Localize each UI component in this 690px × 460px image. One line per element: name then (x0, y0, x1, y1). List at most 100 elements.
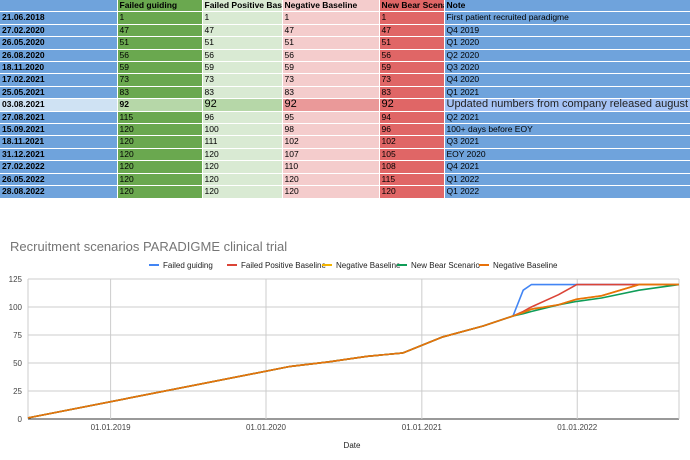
failed-guiding-cell[interactable]: 115 (117, 111, 203, 125)
note-cell[interactable]: Q4 2019 (444, 24, 690, 38)
new-bear-cell[interactable]: 73 (379, 73, 445, 87)
new-bear-cell[interactable]: 51 (379, 36, 445, 50)
legend-label[interactable]: Failed guiding (163, 261, 213, 270)
date-cell[interactable]: 27.08.2021 (0, 111, 118, 125)
table-row[interactable]: 27.02.2020 47 47 47 47 Q4 2019 (0, 24, 690, 38)
note-cell[interactable]: Q3 2021 (444, 135, 690, 149)
date-cell[interactable]: 25.05.2021 (0, 86, 118, 100)
table-row[interactable]: 26.05.2020 51 51 51 51 Q1 2020 (0, 36, 690, 50)
series-line-4[interactable] (27, 283, 679, 419)
table-row[interactable]: 26.05.2022 120 120 120 115 Q1 2022 (0, 173, 690, 187)
table-row[interactable]: 27.02.2022 120 120 110 108 Q4 2021 (0, 160, 690, 174)
failed-positive-cell[interactable]: 73 (202, 73, 283, 87)
date-cell[interactable]: 28.08.2022 (0, 185, 118, 199)
column-header[interactable]: Failed guiding (117, 0, 203, 13)
failed-guiding-cell[interactable]: 120 (117, 173, 203, 187)
failed-guiding-cell[interactable]: 59 (117, 61, 203, 75)
failed-guiding-cell[interactable]: 47 (117, 24, 203, 38)
legend-label[interactable]: Negative Baseline (336, 261, 401, 270)
negative-baseline-cell[interactable]: 107 (282, 148, 380, 162)
negative-baseline-cell[interactable]: 59 (282, 61, 380, 75)
date-cell[interactable]: 26.05.2022 (0, 173, 118, 187)
note-cell[interactable]: Q4 2020 (444, 73, 690, 87)
note-cell[interactable]: Q1 2022 (444, 185, 690, 199)
new-bear-cell[interactable]: 1 (379, 11, 445, 25)
legend-label[interactable]: Failed Positive Baseline (241, 261, 326, 270)
date-cell[interactable]: 18.11.2020 (0, 61, 118, 75)
table-row[interactable]: 17.02.2021 73 73 73 73 Q4 2020 (0, 73, 690, 87)
legend-label[interactable]: New Bear Scenario (411, 261, 480, 270)
note-cell[interactable]: Q1 2022 (444, 173, 690, 187)
table-row[interactable]: 26.08.2020 56 56 56 56 Q2 2020 (0, 49, 690, 63)
date-cell[interactable]: 27.02.2020 (0, 24, 118, 38)
date-cell[interactable]: 17.02.2021 (0, 73, 118, 87)
new-bear-cell[interactable]: 102 (379, 135, 445, 149)
table-row[interactable]: 15.09.2021 120 100 98 96 100+ days before EOY (0, 123, 690, 137)
header-row[interactable]: Failed guiding Failed Positive Basel Negat… (0, 0, 690, 13)
date-cell[interactable]: 26.08.2020 (0, 49, 118, 63)
failed-guiding-cell[interactable]: 120 (117, 160, 203, 174)
failed-guiding-cell[interactable]: 120 (117, 123, 203, 137)
negative-baseline-cell[interactable]: 92 (282, 98, 380, 112)
failed-positive-cell[interactable]: 96 (202, 111, 283, 125)
failed-positive-cell[interactable]: 120 (202, 148, 283, 162)
new-bear-cell[interactable]: 96 (379, 123, 445, 137)
failed-positive-cell[interactable]: 51 (202, 36, 283, 50)
failed-positive-cell[interactable]: 56 (202, 49, 283, 63)
failed-guiding-cell[interactable]: 120 (117, 135, 203, 149)
new-bear-cell[interactable]: 83 (379, 86, 445, 100)
note-cell[interactable]: Q3 2020 (444, 61, 690, 75)
note-cell[interactable]: Q1 2020 (444, 36, 690, 50)
column-header[interactable]: Note (444, 0, 690, 13)
new-bear-cell[interactable]: 59 (379, 61, 445, 75)
table-row[interactable]: 28.08.2022 120 120 120 120 Q1 2022 (0, 185, 690, 199)
note-cell[interactable]: EOY 2020 (444, 148, 690, 162)
table-row[interactable]: 21.06.2018 1 1 1 1 First patient recruited pa… (0, 11, 690, 25)
negative-baseline-cell[interactable]: 95 (282, 111, 380, 125)
new-bear-cell[interactable]: 56 (379, 49, 445, 63)
negative-baseline-cell[interactable]: 56 (282, 49, 380, 63)
failed-positive-cell[interactable]: 120 (202, 173, 283, 187)
chart-legend[interactable]: Failed guiding Failed Positive Baseline Ne… (149, 261, 558, 270)
note-cell[interactable]: Q2 2021 (444, 111, 690, 125)
date-cell[interactable]: 27.02.2022 (0, 160, 118, 174)
failed-positive-cell[interactable]: 59 (202, 61, 283, 75)
negative-baseline-cell[interactable]: 110 (282, 160, 380, 174)
note-cell[interactable]: First patient recruited paradigme (444, 11, 690, 25)
failed-guiding-cell[interactable]: 92 (117, 98, 203, 112)
negative-baseline-cell[interactable]: 1 (282, 11, 380, 25)
failed-guiding-cell[interactable]: 51 (117, 36, 203, 50)
negative-baseline-cell[interactable]: 83 (282, 86, 380, 100)
failed-positive-cell[interactable]: 92 (202, 98, 283, 112)
failed-positive-cell[interactable]: 47 (202, 24, 283, 38)
column-header[interactable]: New Bear Scena (379, 0, 445, 13)
negative-baseline-cell[interactable]: 102 (282, 135, 380, 149)
failed-positive-cell[interactable]: 100 (202, 123, 283, 137)
new-bear-cell[interactable]: 108 (379, 160, 445, 174)
column-header[interactable]: Failed Positive Basel (202, 0, 283, 13)
legend-label[interactable]: Negative Baseline (493, 261, 558, 270)
table-row[interactable]: 31.12.2021 120 120 107 105 EOY 2020 (0, 148, 690, 162)
table-row[interactable]: 18.11.2021 120 111 102 102 Q3 2021 (0, 135, 690, 149)
date-cell[interactable]: 31.12.2021 (0, 148, 118, 162)
failed-guiding-cell[interactable]: 120 (117, 185, 203, 199)
failed-positive-cell[interactable]: 120 (202, 185, 283, 199)
date-cell[interactable]: 15.09.2021 (0, 123, 118, 137)
new-bear-cell[interactable]: 94 (379, 111, 445, 125)
note-cell[interactable]: Q2 2020 (444, 49, 690, 63)
negative-baseline-cell[interactable]: 120 (282, 173, 380, 187)
table-row[interactable]: 18.11.2020 59 59 59 59 Q3 2020 (0, 61, 690, 75)
failed-positive-cell[interactable]: 111 (202, 135, 283, 149)
date-cell[interactable]: 21.06.2018 (0, 11, 118, 25)
recruitment-chart[interactable]: Recruitment scenarios PARADIGME clinical… (0, 229, 690, 460)
new-bear-cell[interactable]: 47 (379, 24, 445, 38)
table-row[interactable]: 25.05.2021 83 83 83 83 Q1 2021 (0, 86, 690, 100)
date-cell[interactable]: 18.11.2021 (0, 135, 118, 149)
negative-baseline-cell[interactable]: 120 (282, 185, 380, 199)
failed-guiding-cell[interactable]: 1 (117, 11, 203, 25)
date-cell[interactable]: 26.05.2020 (0, 36, 118, 50)
column-header[interactable]: Negative Baseline (282, 0, 380, 13)
date-cell[interactable]: 03.08.2021 (0, 98, 118, 112)
negative-baseline-cell[interactable]: 47 (282, 24, 380, 38)
failed-positive-cell[interactable]: 83 (202, 86, 283, 100)
